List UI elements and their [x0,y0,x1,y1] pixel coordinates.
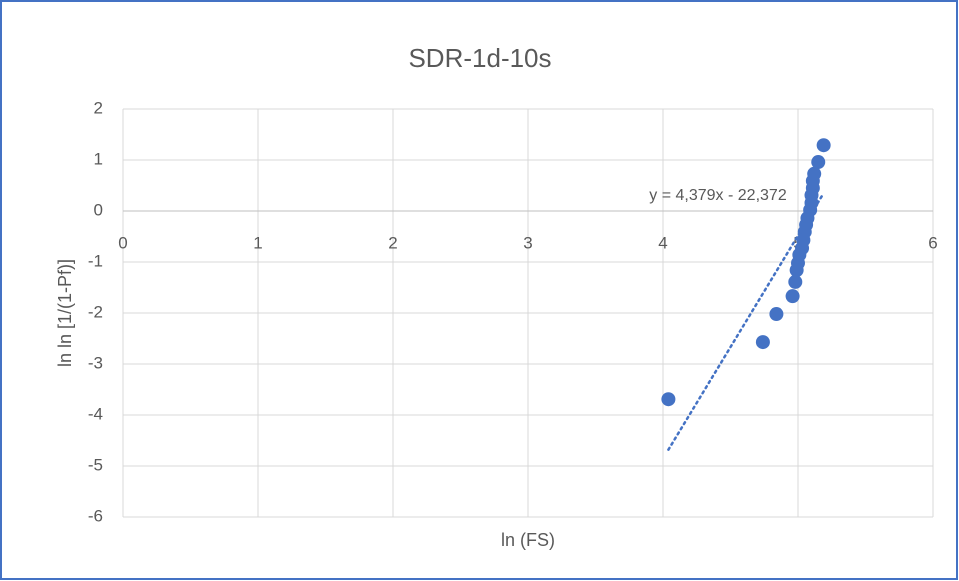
point [816,138,831,153]
trendline [667,191,825,451]
x-tick-label: 0 [118,233,127,252]
trendline-label: y = 4,379x - 22,372 [649,187,787,204]
x-tick-label: 2 [388,233,397,252]
y-tick-label: 0 [94,200,103,219]
chart-title: SDR-1d-10s [408,43,551,73]
x-tick-label: 4 [658,233,667,252]
x-tick-label: 1 [253,233,262,252]
point [661,392,676,407]
x-tick-label: 3 [523,233,532,252]
y-axis-label: ln ln [1/(1-Pf)] [55,259,75,367]
point [788,274,803,289]
y-tick-label: -3 [88,353,103,372]
y-tick-label: -5 [88,455,103,474]
x-tick-label: 6 [928,233,937,252]
point [811,155,826,170]
point [769,307,784,322]
y-tick-label: -2 [88,302,103,321]
point [789,263,804,278]
y-tick-label: -1 [88,251,103,270]
y-tick-label: -6 [88,506,103,525]
y-tick-label: 2 [94,98,103,117]
x-axis-label: ln (FS) [501,530,555,550]
point [755,335,770,350]
y-tick-label: 1 [94,149,103,168]
point [785,289,800,304]
y-tick-label: -4 [88,404,103,423]
